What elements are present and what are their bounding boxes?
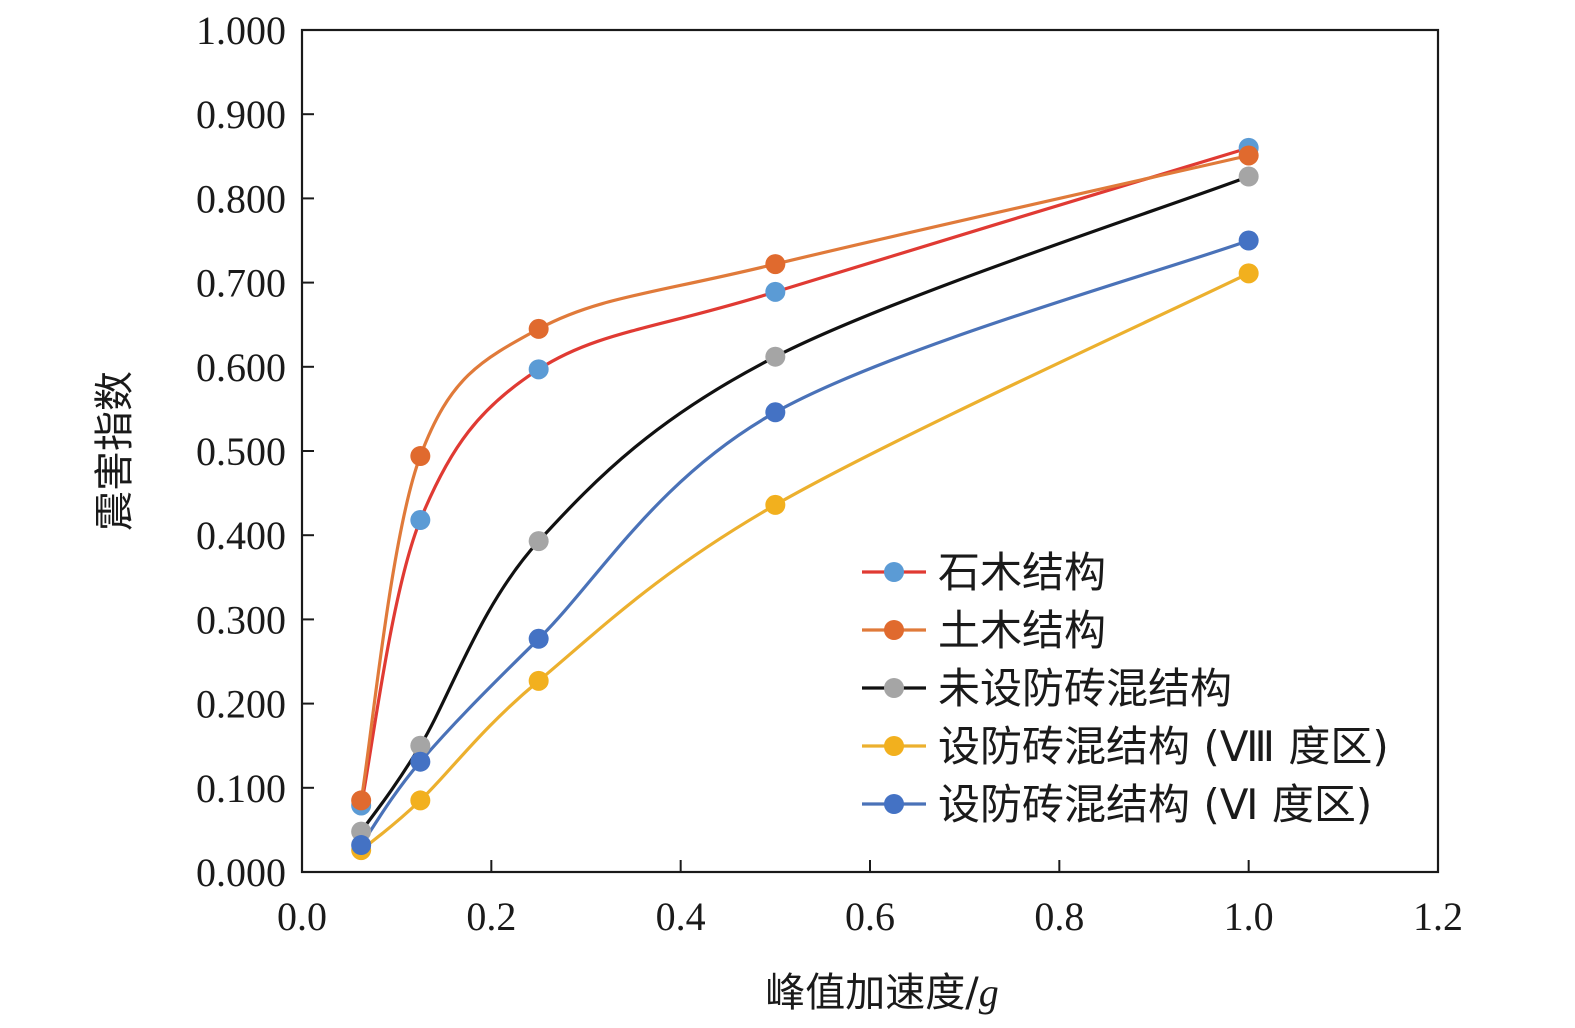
x-tick-label: 0.0: [277, 894, 327, 939]
series-point-2: [528, 531, 549, 552]
x-axis-title-unit: g: [979, 970, 999, 1015]
series-point-3: [1238, 263, 1259, 284]
legend-label: 石木结构: [938, 548, 1106, 597]
series-point-2: [765, 346, 786, 367]
legend-label: 土木结构: [938, 606, 1106, 655]
y-tick-label: 0.200: [196, 682, 286, 727]
series-point-0: [765, 281, 786, 302]
legend-swatch-marker: [884, 620, 904, 640]
y-tick-label: 1.000: [196, 8, 286, 53]
x-tick-label: 0.6: [845, 894, 895, 939]
legend-swatch-marker: [884, 562, 904, 582]
x-tick-label: 0.2: [466, 894, 516, 939]
y-axis-title: 震害指数: [92, 371, 138, 531]
y-axis-ticks: 0.000 0.100 0.200 0.300 0.400 0.500 0.600 0.700…: [196, 8, 314, 895]
x-tick-label: 0.4: [656, 894, 706, 939]
y-tick-label: 0.600: [196, 345, 286, 390]
series-point-4: [528, 628, 549, 649]
series-point-4: [1238, 230, 1259, 251]
x-axis-title: 峰值加速度/g: [765, 970, 998, 1016]
series-points: [351, 137, 1259, 861]
y-tick-label: 0.800: [196, 176, 286, 221]
series-point-2: [1238, 166, 1259, 187]
x-axis-ticks: 0.0 0.2 0.4 0.6 0.8 1.0 1.2: [277, 860, 1463, 939]
y-tick-label: 0.700: [196, 261, 286, 306]
legend-label: 设防砖混结构 (Ⅷ 度区): [938, 722, 1389, 771]
series-point-0: [528, 359, 549, 380]
y-tick-label: 0.000: [196, 850, 286, 895]
series-line-1: [359, 153, 1250, 801]
legend-swatch-marker: [884, 736, 904, 756]
series-point-2: [410, 735, 431, 756]
legend-label: 设防砖混结构 (Ⅵ 度区): [938, 780, 1372, 829]
series-point-3: [410, 790, 431, 811]
x-tick-label: 1.0: [1224, 894, 1274, 939]
y-tick-label: 0.300: [196, 597, 286, 642]
y-tick-label: 0.100: [196, 766, 286, 811]
y-tick-label: 0.900: [196, 92, 286, 137]
series-point-4: [351, 835, 372, 856]
legend-swatch-marker: [884, 794, 904, 814]
x-tick-label: 1.2: [1413, 894, 1463, 939]
series-point-1: [410, 446, 431, 467]
series-point-3: [528, 670, 549, 691]
x-axis-title-main: 峰值加速度/: [765, 970, 979, 1016]
series-point-1: [1238, 145, 1259, 166]
series-line-0: [359, 146, 1250, 806]
series-point-1: [765, 254, 786, 275]
series-point-4: [410, 751, 431, 772]
legend-swatch-marker: [884, 678, 904, 698]
series-point-1: [351, 790, 372, 811]
x-tick-label: 0.8: [1034, 894, 1084, 939]
series-point-1: [528, 318, 549, 339]
y-tick-label: 0.500: [196, 429, 286, 474]
legend-label: 未设防砖混结构: [938, 664, 1232, 713]
series-point-0: [410, 510, 431, 531]
series-point-4: [765, 402, 786, 423]
y-tick-label: 0.400: [196, 513, 286, 558]
series-point-3: [765, 494, 786, 515]
